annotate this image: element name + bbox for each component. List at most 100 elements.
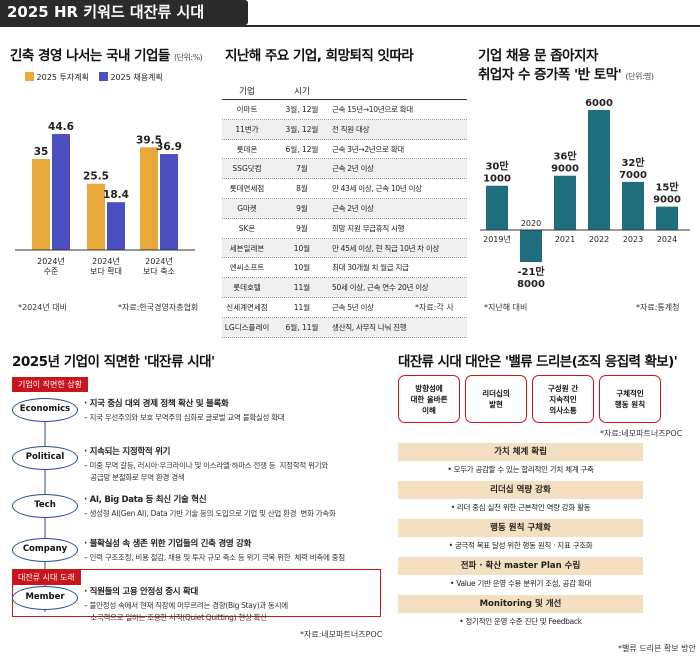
key-oval-member: Member (12, 586, 78, 610)
layoff-table: 기업 시기 이마트 3월, 12월 근속 15년→10년으로 확대 11번가 3월, 1… (222, 84, 467, 338)
issue-head: · AI, Big Data 등 최신 기술 혁신 (84, 495, 207, 505)
step-title-2: 행동 원칙 구체화 (398, 519, 643, 537)
issue-head: · 불확실성 속 생존 위한 기업들의 긴축 경영 강화 (84, 539, 252, 549)
issue-detail: 공급망 분절화로 무역 환경 경색 (84, 472, 185, 482)
section2-source: *자료:네모파트너즈POC (300, 630, 383, 639)
cell-period: 11월 (293, 302, 311, 312)
pill-text: 구체적인 행동 원칙 (614, 389, 646, 409)
step-desc-3: • Value 기반 운영 수용 분위기 조성, 공감 확대 (450, 579, 591, 588)
data-label-2-b: 9000 (551, 164, 579, 175)
data-label-hire-0: 44.6 (48, 121, 74, 133)
cell-period: 8월 (296, 184, 308, 194)
data-label-5-a: 15만 (655, 181, 679, 194)
x-tick-label-2-1: 보다 축소 (143, 267, 175, 276)
x-tick-label-3: 2022 (589, 235, 609, 244)
data-label-1-a: -21만 (517, 265, 545, 278)
bar-invest-2 (140, 147, 158, 250)
bar-year-2 (554, 175, 576, 230)
section3-source-top: *자료:네모파트너즈POC (600, 429, 683, 438)
cell-company: LG디스플레이 (224, 322, 270, 332)
cell-period: 6월, 11월 (285, 322, 319, 332)
pill-text: 리더십의 발현 (482, 389, 510, 409)
data-label-2-a: 36만 (553, 150, 577, 163)
cell-detail: 만 45세 이상, 현 직급 10년 차 이상 (332, 243, 440, 253)
cell-detail: 희망 지원 무급휴직 시행 (332, 223, 405, 233)
table-row: 세븐일레븐 10월 만 45세 이상, 현 직급 10년 차 이상 (222, 238, 467, 259)
table-row: 롯데온 6월, 12월 근속 3년→2년으로 확대 (222, 139, 467, 160)
x-tick-label-0-0: 2024년 (37, 256, 65, 266)
bar-invest-0 (32, 159, 50, 250)
section2-title: 2025년 기업이 직면한 '대잔류 시대' (12, 354, 215, 370)
issue-detail: – 불안정성 속에서 현재 직장에 머무르려는 경향(Big Stay)과 동시… (84, 601, 288, 610)
data-label-hire-1: 18.4 (103, 189, 129, 201)
table-row: 이마트 3월, 12월 근속 15년→10년으로 확대 (222, 100, 467, 120)
bar-year-1 (520, 230, 542, 263)
legend-label-hire: 2025 채용계획 (110, 73, 163, 82)
x-tick-label-1: 2020 (521, 219, 541, 228)
pill-0: 방향성에 대한 올바른 이해 (398, 375, 460, 423)
panel3-source: *자료:통계청 (636, 303, 680, 312)
data-label-3-a: 81만 (587, 95, 611, 97)
cell-detail: 전 직원 대상 (332, 124, 370, 134)
cell-detail: 근속 15년→10년으로 확대 (332, 105, 413, 114)
table-row: 롯데면세점 8월 만 43세 이상, 근속 10년 이상 (222, 179, 467, 199)
step-desc-0: • 모두가 공감할 수 있는 합리적인 가치 체계 구축 (447, 465, 594, 474)
cell-detail: 최대 30개월 치 월급 지급 (332, 263, 409, 273)
issue-detail: – 생성형 AI(Gen AI), Data 기반 기술 등의 도입으로 기업 … (84, 509, 336, 518)
data-label-4-a: 32만 (621, 156, 645, 169)
panel1-source: *자료:한국경영자총협회 (118, 303, 199, 312)
step-title-4: Monitoring 및 개선 (398, 595, 643, 613)
cell-period: 10월 (293, 243, 311, 253)
pill-text: 구성원 간 지속적인 의사소통 (547, 383, 579, 415)
x-tick-label-4: 2023 (623, 235, 643, 244)
pill-1: 리더십의 발현 (465, 375, 527, 423)
bar-invest-1 (87, 183, 105, 250)
data-label-invest-1: 25.5 (83, 171, 109, 183)
panel3-title-line1: 기업 채용 문 좁아지자 (478, 48, 598, 64)
header-period: 시기 (294, 87, 310, 97)
table-row: SSG닷컴 7월 근속 2년 이상 (222, 159, 467, 180)
step-desc-2: • 궁극적 목표 달성 위한 행동 원칙 · 지표 구조화 (448, 541, 593, 550)
table-row: 11번가 3월, 12월 전 직원 대상 (222, 119, 467, 140)
step-title-1: 리더십 역량 강화 (398, 481, 643, 499)
step-title-3: 전파 · 확산 master Plan 수립 (398, 557, 643, 575)
issue-detail: – 인력 구조조정, 비용 절감, 채용 및 투자 규모 축소 등 위기 극복 … (84, 553, 345, 562)
bar-hire-2 (160, 154, 178, 250)
data-label-hire-2: 36.9 (156, 141, 182, 153)
legend-item-hire: 2025 채용계획 (98, 72, 163, 83)
cell-detail: 생산직, 사무직 나눠 진행 (332, 322, 407, 332)
cell-period: 3월, 12월 (285, 124, 319, 134)
table-row: 엔씨소프트 10월 최대 30개월 치 월급 지급 (222, 258, 467, 279)
data-label-5-b: 9000 (653, 195, 681, 206)
cell-period: 3월, 12월 (285, 105, 319, 114)
cell-period: 9월 (296, 223, 308, 233)
header-detail (332, 84, 467, 99)
panel2-source: *자료:각 사 (415, 303, 454, 312)
data-label-3-b: 6000 (585, 98, 613, 109)
bar-year-5 (656, 206, 678, 230)
legend-item-invest: 2025 투자계획 (25, 72, 89, 83)
key-oval-political: Political (12, 446, 78, 470)
panel3-note: *지난해 대비 (484, 303, 528, 312)
x-tick-label-2: 2021 (555, 235, 575, 244)
bar-year-0 (486, 185, 508, 230)
table-body: 이마트 3월, 12월 근속 15년→10년으로 확대 11번가 3월, 12월 전 직원… (222, 100, 467, 338)
bar-year-3 (588, 110, 610, 230)
era-tag: 대잔류 시대 도래 (12, 570, 81, 585)
cell-period: 11월 (293, 283, 311, 293)
situation-tag: 기업이 직면한 상황 (12, 377, 88, 392)
panel3-title-line2-text: 취업자 수 증가폭 '반 토막' (478, 67, 622, 83)
data-label-0-a: 30만 (485, 160, 509, 173)
cell-detail: 근속 3년→2년으로 확대 (332, 144, 404, 154)
table-row: 롯데호텔 11월 50세 이상, 근속 연수 20년 이상 (222, 278, 467, 298)
issue-head: · 지속되는 지정학적 위기 (84, 447, 171, 457)
step-title-0: 가치 체계 확립 (398, 443, 643, 461)
data-label-0-b: 1000 (483, 174, 511, 185)
key-oval-tech: Tech (12, 494, 78, 518)
cell-company: SSG닷컴 (232, 164, 262, 174)
panel1-title-text: 긴축 경영 나서는 국내 기업들 (10, 48, 170, 64)
cell-company: SK온 (238, 223, 256, 233)
x-tick-label-0-1: 수준 (44, 267, 59, 276)
step-desc-1: • 리더 중심 실천 위한 근본적인 역량 강화 활동 (450, 503, 591, 512)
table-row: 신세계면세점 11월 근속 5년 이상 (222, 297, 467, 318)
